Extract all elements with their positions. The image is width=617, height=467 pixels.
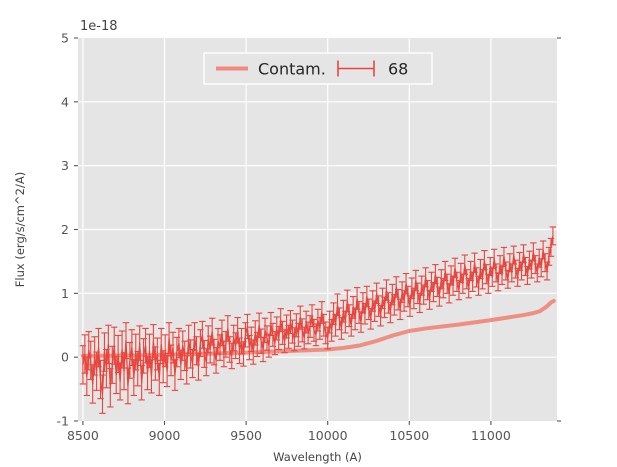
legend-label-contam: Contam.	[258, 60, 326, 79]
y-tick-label: 5	[61, 31, 69, 46]
y-tick-label: -1	[57, 414, 69, 429]
x-tick-label: 8500	[67, 428, 99, 443]
x-tick-label: 11000	[471, 428, 511, 443]
legend-label-68: 68	[388, 60, 408, 79]
gridlines	[78, 38, 557, 421]
y-tick-label: 0	[61, 350, 69, 365]
x-tick-label: 10000	[308, 428, 348, 443]
y-axis-offset-text: 1e-18	[80, 19, 118, 34]
y-axis-title: Flux (erg/s/cm^2/A)	[13, 172, 27, 287]
flux-line	[82, 235, 554, 395]
y-tick-label: 3	[61, 158, 69, 173]
data-layer	[79, 226, 557, 414]
y-tick-label: 2	[61, 222, 69, 237]
y-tick-label: 1	[61, 286, 69, 301]
x-tick-label: 9500	[230, 428, 262, 443]
legend: Contam. 68	[203, 52, 433, 85]
x-tick-label: 10500	[389, 428, 429, 443]
x-tick-label: 9000	[149, 428, 181, 443]
x-axis-title: Wavelength (A)	[273, 450, 362, 464]
axis-ticks: 8500 9000 9500 10000 10500 11000 -1 0 1 2 3 4 5	[57, 31, 561, 443]
y-tick-label: 4	[61, 94, 69, 109]
